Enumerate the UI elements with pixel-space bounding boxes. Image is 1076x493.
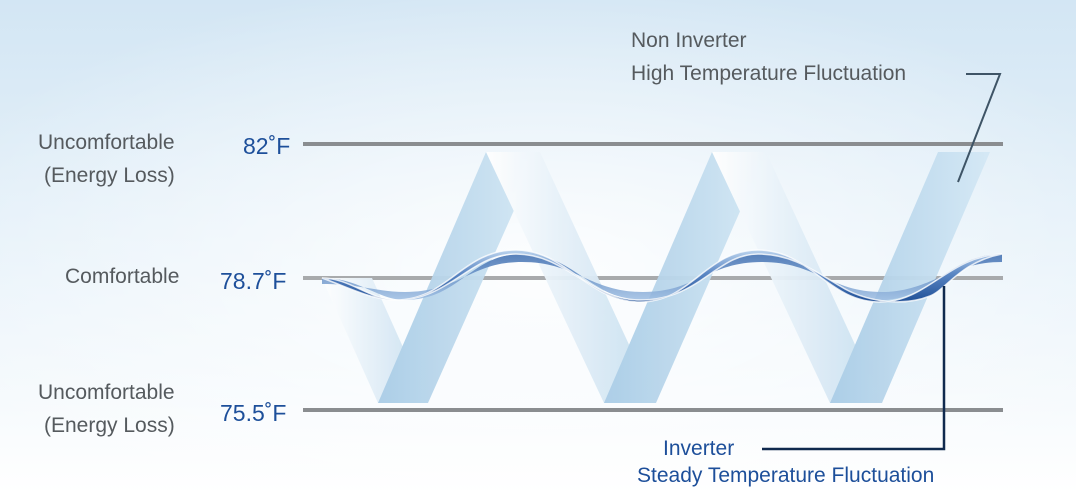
- label-high-line1: Uncomfortable: [38, 131, 175, 154]
- band-seg-down-3: [712, 152, 882, 403]
- temp-755: 75.5˚F: [220, 400, 287, 426]
- wave-back: [322, 254, 1002, 300]
- inverter-title: Inverter: [663, 437, 735, 460]
- non-inverter-leader: [957, 73, 1002, 183]
- label-low-line2: (Energy Loss): [44, 414, 175, 437]
- temp-787: 78.7˚F: [220, 268, 287, 294]
- temp-82: 82˚F: [243, 133, 291, 159]
- label-high-line2: (Energy Loss): [44, 164, 175, 187]
- non-inverter-title: Non Inverter: [631, 29, 747, 52]
- label-low-line1: Uncomfortable: [38, 381, 175, 404]
- inverter-leader: [762, 286, 946, 451]
- band-seg-up-3: [830, 152, 990, 403]
- wave-front: [321, 249, 1003, 303]
- band-seg-down-2: [486, 152, 656, 403]
- inverter-subtitle: Steady Temperature Fluctuation: [637, 464, 935, 487]
- non-inverter-subtitle: High Temperature Fluctuation: [631, 62, 907, 85]
- label-mid: Comfortable: [65, 265, 180, 288]
- inverter-wave: [321, 249, 1003, 303]
- band-seg-up-2: [604, 152, 766, 403]
